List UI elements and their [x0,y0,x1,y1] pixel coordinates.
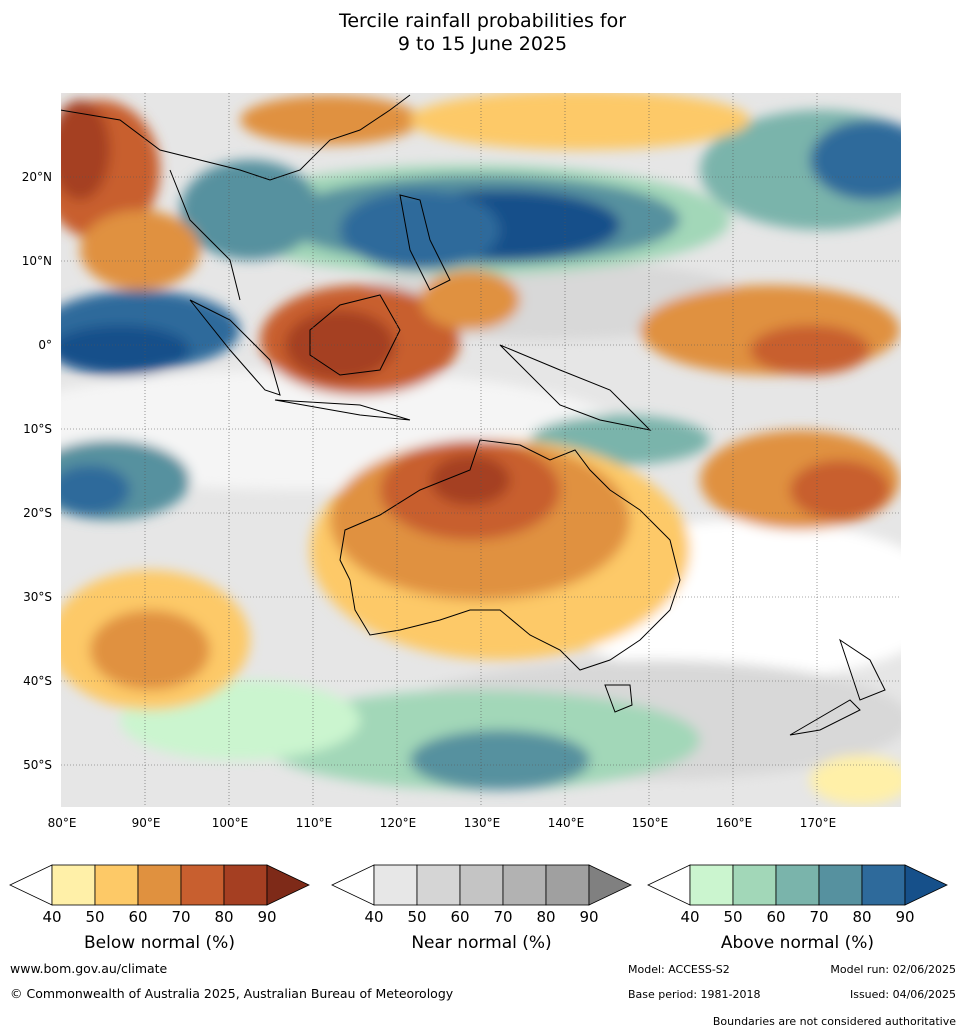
colorbar-swatch [459,864,504,906]
base-period-text: Base period: 1981-2018 [628,988,760,1001]
colorbar-swatch [818,864,863,906]
new-guinea-coast [499,344,652,431]
colorbar-tick-label: 90 [579,908,598,926]
lon-label: 150°E [632,816,669,830]
colorbar-swatch [223,864,268,906]
lat-label: 20°N [22,170,52,184]
title-line-1: Tercile rainfall probabilities for [338,10,627,32]
colorbar-tick-label: 80 [214,908,233,926]
colorbar-tick-label: 90 [257,908,276,926]
colorbar-under-triangle [647,864,691,906]
lat-label: 0° [38,338,52,352]
coastlines [61,94,886,736]
colorbar-title: Near normal (%) [411,933,551,953]
lon-label: 90°E [132,816,161,830]
colorbar-title: Below normal (%) [84,933,235,953]
colorbar-tick-label: 90 [895,908,914,926]
lat-label: 50°S [23,758,52,772]
colorbar-swatch [180,864,225,906]
lat-label: 40°S [23,674,52,688]
website-link[interactable]: www.bom.gov.au/climate [10,961,168,976]
colorbar-tick-label: 60 [128,908,147,926]
colorbar-swatch [137,864,182,906]
borneo-coast [309,294,401,376]
australia-coast [339,439,681,671]
lon-label: 160°E [716,816,753,830]
colorbar-tick-label: 50 [85,908,104,926]
new-zealand-coast [789,638,886,736]
lat-label: 30°S [23,590,52,604]
colorbar-swatch [861,864,906,906]
colorbar-swatch [502,864,547,906]
colorbar-swatch [373,864,418,906]
colorbar-tick-label: 40 [680,908,699,926]
lat-label: 20°S [23,506,52,520]
colorbar-tick-label: 50 [723,908,742,926]
colorbar-tick-label: 70 [171,908,190,926]
issued-text: Issued: 04/06/2025 [850,988,956,1001]
model-run-text: Model run: 02/06/2025 [830,963,956,976]
copyright-text: © Commonwealth of Australia 2025, Austra… [10,986,454,1001]
lon-label: 130°E [464,816,501,830]
lat-label: 10°N [22,254,52,268]
philippines-coast [399,194,451,291]
lon-label: 110°E [296,816,333,830]
lon-label: 120°E [380,816,417,830]
sumatra-coast [189,299,281,396]
lon-label: 170°E [800,816,837,830]
colorbar-tick-label: 40 [364,908,383,926]
map-title: Tercile rainfall probabilities for 9 to … [0,10,965,56]
colorbar-swatch [94,864,139,906]
lon-label: 140°E [548,816,585,830]
colorbar-swatch [545,864,590,906]
colorbar-tick-label: 70 [809,908,828,926]
colorbar-over-triangle [266,864,310,906]
colorbar-tick-label: 60 [766,908,785,926]
tasmania-coast [604,684,633,713]
colorbar-tick-label: 70 [493,908,512,926]
colorbar-swatch [416,864,461,906]
longitude-labels: 80°E 90°E 100°E 110°E 120°E 130°E 140°E … [48,816,837,830]
colorbar-tick-label: 60 [450,908,469,926]
colorbars: 40 50 60 70 80 90 Below normal (%) 40 50 60 70 80 90… [9,864,948,953]
colorbar-tick-label: 40 [42,908,61,926]
colorbar-swatch [775,864,820,906]
lat-label: 10°S [23,422,52,436]
colorbar-tick-label: 50 [407,908,426,926]
colorbar-title: Above normal (%) [721,933,874,953]
title-line-2: 9 to 15 June 2025 [397,33,568,55]
colorbar-over-triangle [904,864,948,906]
colorbar-tick-label: 80 [536,908,555,926]
disclaimer-text: Boundaries are not considered authoritat… [713,1015,956,1028]
colorbar-swatch [732,864,777,906]
lon-label: 100°E [212,816,249,830]
java-coast [274,399,411,421]
southeast-asia-coast [61,94,411,301]
colorbar-tick-label: 80 [852,908,871,926]
latitude-labels: 20°N 10°N 0° 10°S 20°S 30°S 40°S 50°S [22,170,52,772]
model-text: Model: ACCESS-S2 [628,963,730,976]
lon-label: 80°E [48,816,77,830]
colorbar-swatch [689,864,734,906]
graticule [61,93,901,807]
colorbar-swatch [51,864,96,906]
colorbar-under-triangle [9,864,53,906]
colorbar: 40 50 60 70 80 90 Near normal (%) [331,864,632,953]
colorbar: 40 50 60 70 80 90 Below normal (%) [9,864,310,953]
colorbar-under-triangle [331,864,375,906]
probability-field [61,93,901,807]
colorbar-over-triangle [588,864,632,906]
colorbar: 40 50 60 70 80 90 Above normal (%) [647,864,948,953]
